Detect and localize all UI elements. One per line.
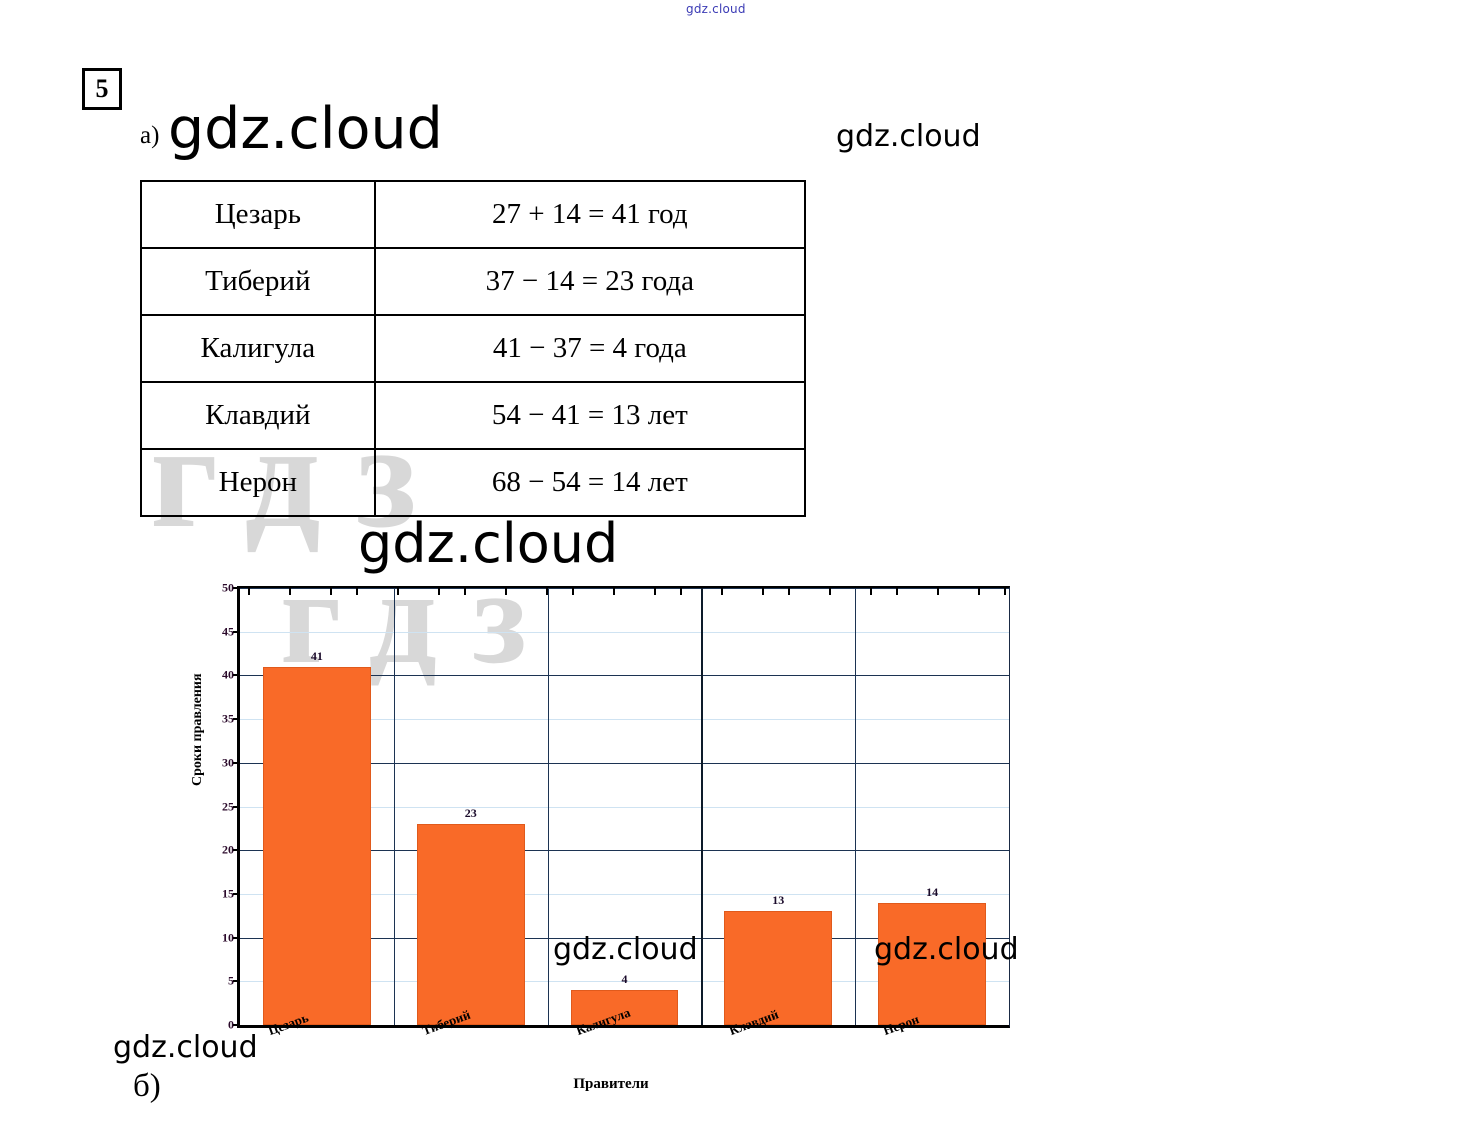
chart-bar-value-label: 14: [926, 884, 939, 899]
chart-y-tick-label: 20: [222, 842, 234, 857]
chart-bar[interactable]: [416, 823, 525, 1025]
watermark-a-large: gdz.cloud: [168, 96, 443, 162]
chart-y-tick-mark: [233, 936, 240, 939]
chart-bar[interactable]: [570, 990, 679, 1025]
chart-y-tick-mark: [233, 892, 240, 895]
chart-bar-value-label: 4: [621, 972, 628, 987]
exercise-number-box: 5: [82, 68, 122, 110]
chart-y-axis-title: Сроки правления: [190, 673, 205, 786]
chart-y-tick-label: 45: [222, 624, 234, 639]
chart-y-tick-mark: [233, 587, 240, 589]
table-body: Цезарь 27 + 14 = 41 год Тиберий 37 − 14 …: [140, 180, 807, 517]
chart-x-axis-title: Правители: [573, 1076, 649, 1092]
watermark-bottom-left: gdz.cloud: [113, 1030, 258, 1065]
chart-category-divider: [701, 588, 704, 1025]
chart-top-tick-mark: [937, 586, 939, 595]
chart-top-tick-mark: [248, 586, 250, 595]
chart-top-tick-mark: [1004, 586, 1006, 595]
chart-top-tick-mark: [546, 586, 548, 595]
chart-bar[interactable]: [724, 911, 833, 1025]
ruler-calc-cell: 68 − 54 = 14 лет: [373, 448, 807, 517]
watermark-top: gdz.cloud: [686, 2, 746, 16]
chart-top-tick-mark: [680, 586, 682, 595]
ruler-calc-cell: 27 + 14 = 41 год: [373, 180, 807, 249]
chart-y-tick-label: 5: [228, 973, 234, 988]
watermark-chart-right: gdz.cloud: [874, 932, 1019, 967]
chart-top-tick-mark: [438, 586, 440, 595]
chart-bar-value-label: 41: [310, 648, 323, 663]
chart-category-divider: [393, 588, 395, 1025]
chart-y-tick-mark: [233, 718, 240, 721]
chart-y-tick-label: 35: [222, 711, 234, 726]
chart-y-tick-label: 25: [222, 799, 234, 813]
chart-top-tick-mark: [978, 586, 980, 595]
ruler-name-cell: Клавдий: [140, 381, 376, 450]
ruler-name-cell: Цезарь: [140, 180, 376, 249]
chart-y-tick-mark: [233, 761, 240, 764]
watermark-chart-left: gdz.cloud: [553, 932, 698, 967]
table-row: Тиберий 37 − 14 = 23 года: [140, 247, 807, 316]
chart-gridline: [240, 588, 1009, 589]
table-row: Цезарь 27 + 14 = 41 год: [140, 180, 807, 249]
chart-top-tick-mark: [289, 586, 291, 595]
part-label-a: а): [140, 122, 160, 149]
chart-y-tick-label: 40: [222, 667, 234, 682]
chart-top-tick-mark: [464, 586, 466, 595]
chart-gridline: [240, 806, 1009, 808]
table-row: Калигула 41 − 37 = 4 года: [140, 314, 807, 383]
chart-y-tick-mark: [233, 1024, 240, 1026]
chart-top-tick-mark: [505, 586, 507, 595]
chart-plot-area: 0 5 10 15 20 25 30 35 40 45 50 41 23 4 13 14: [222, 581, 1010, 1032]
chart-y-tick-mark: [233, 805, 240, 808]
watermark-header-right: gdz.cloud: [836, 119, 981, 154]
ruler-name-cell: Калигула: [140, 314, 376, 383]
chart-top-tick-mark: [896, 586, 898, 595]
chart-y-tick-label: 30: [222, 755, 234, 770]
chart-top-tick-mark: [721, 586, 723, 595]
chart-y-tick-label: 50: [222, 580, 234, 595]
chart-top-tick-mark: [330, 586, 332, 595]
chart-y-tick-mark: [233, 674, 240, 677]
ruler-calc-cell: 54 − 41 = 13 лет: [373, 381, 807, 450]
bar-chart: Сроки правления 0 5 10 15 20 25 30 35 40 45 50 41 23…: [190, 576, 1026, 1092]
chart-top-tick-mark: [870, 586, 872, 595]
table-row: Клавдий 54 − 41 = 13 лет: [140, 381, 807, 450]
watermark-mid-large: gdz.cloud: [358, 512, 619, 575]
chart-y-tick-mark: [233, 849, 240, 852]
ruler-name-cell: Тиберий: [140, 247, 376, 316]
chart-gridline: [240, 850, 1009, 852]
chart-gridline: [240, 631, 1009, 633]
chart-bar-value-label: 23: [464, 805, 477, 820]
chart-y-tick-mark: [233, 980, 240, 983]
chart-gridline: [240, 762, 1009, 764]
chart-top-tick-mark: [572, 586, 574, 595]
chart-top-tick-mark: [397, 586, 399, 595]
table-row: Нерон 68 − 54 = 14 лет: [140, 448, 807, 517]
chart-bar[interactable]: [263, 666, 371, 1025]
chart-top-tick-mark: [654, 586, 656, 595]
chart-top-tick-mark: [356, 586, 358, 595]
part-label-b: б): [133, 1068, 161, 1104]
chart-bar[interactable]: [878, 902, 986, 1025]
chart-y-tick-label: 15: [222, 886, 234, 901]
chart-y-tick-label: 0: [228, 1017, 234, 1032]
rulers-table: Цезарь 27 + 14 = 41 год Тиберий 37 − 14 …: [140, 180, 807, 517]
chart-category-divider: [547, 588, 549, 1025]
chart-gridline: [240, 893, 1009, 895]
chart-bar-value-label: 13: [772, 893, 785, 908]
chart-category-divider: [855, 588, 857, 1025]
chart-top-tick-mark: [613, 586, 615, 595]
chart-top-tick-mark: [788, 586, 790, 595]
ruler-calc-cell: 37 − 14 = 23 года: [373, 247, 807, 316]
chart-y-tick-label: 10: [222, 930, 234, 945]
chart-top-tick-mark: [762, 586, 764, 595]
ruler-name-cell: Нерон: [140, 448, 376, 517]
chart-gridline: [240, 937, 1009, 939]
chart-top-tick-mark: [829, 586, 831, 595]
chart-gridline: [240, 981, 1009, 983]
chart-gridline: [240, 675, 1009, 677]
chart-gridline: [240, 719, 1009, 721]
ruler-calc-cell: 41 − 37 = 4 года: [373, 314, 807, 383]
chart-y-tick-mark: [233, 630, 240, 633]
